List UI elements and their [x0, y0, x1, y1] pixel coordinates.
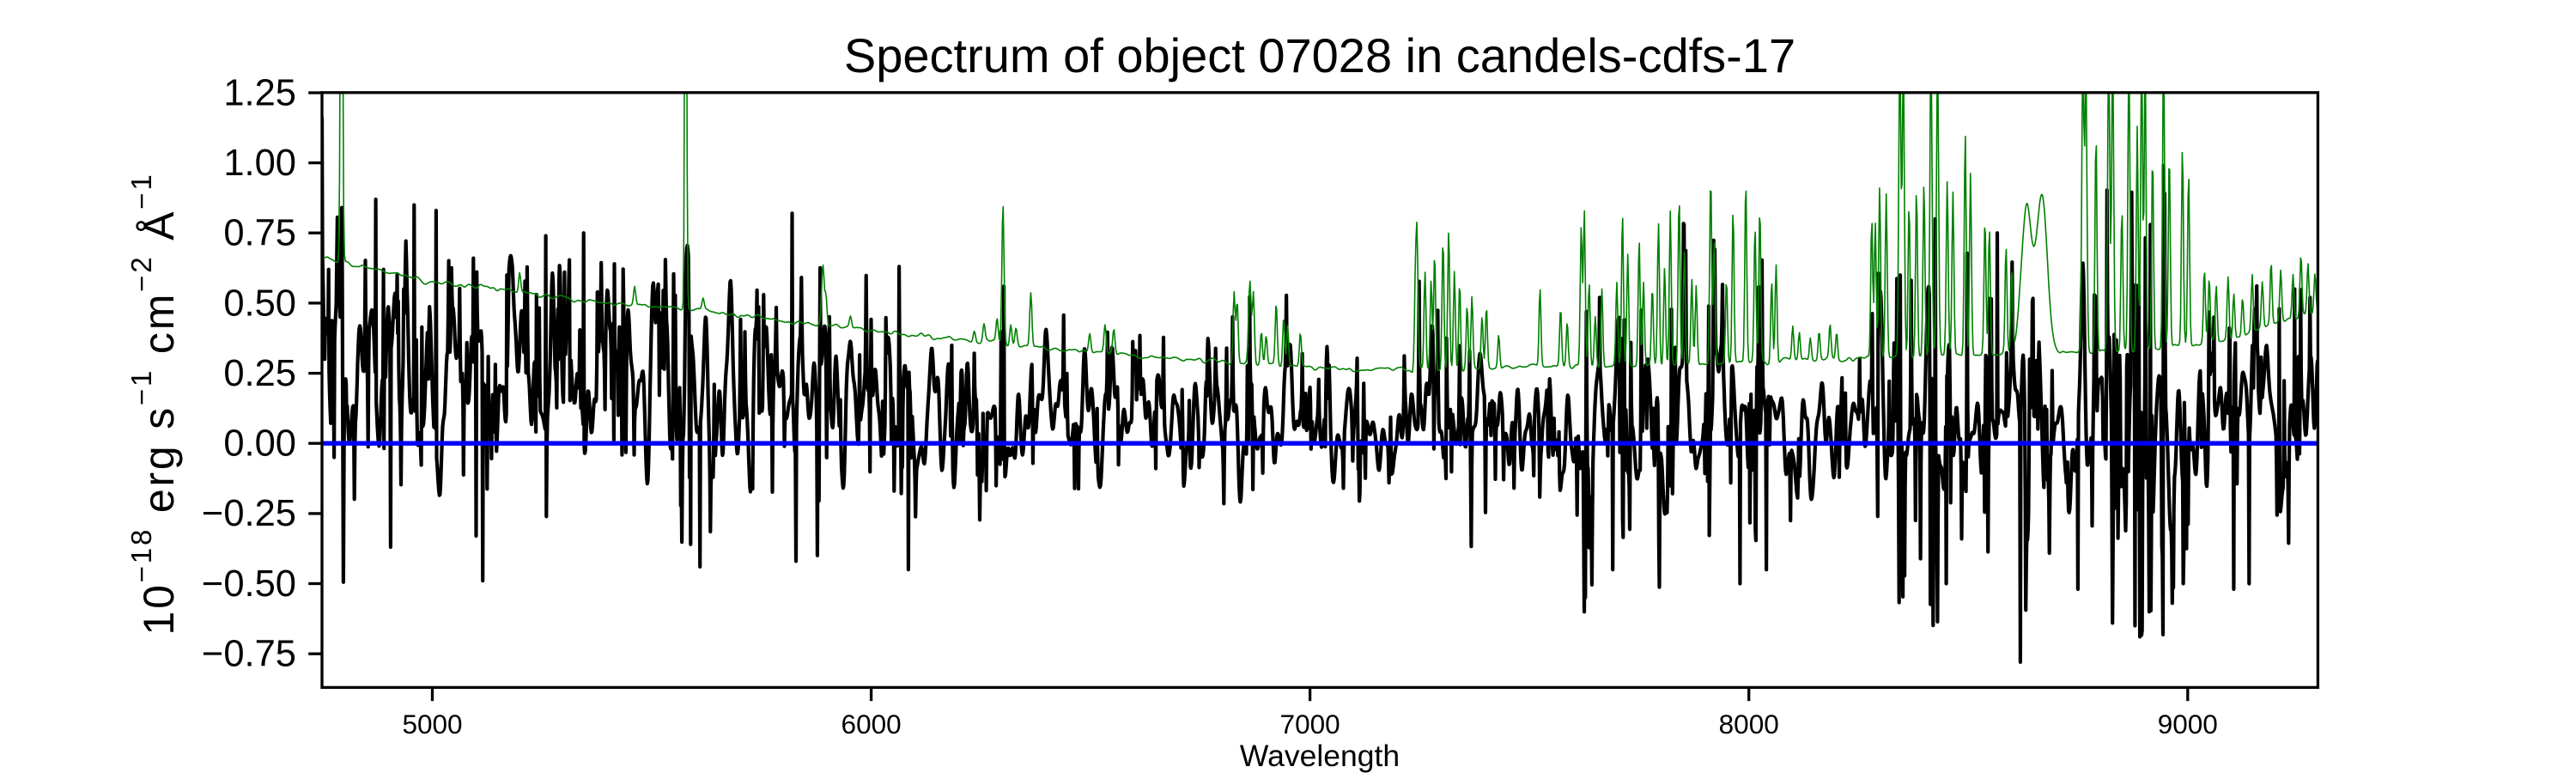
svg-text:−0.75: −0.75 — [202, 634, 296, 675]
svg-text:7000: 7000 — [1280, 709, 1340, 740]
svg-text:10−18 erg s−1 cm−2 Å−1: 10−18 erg s−1 cm−2 Å−1 — [125, 173, 183, 636]
svg-text:1.00: 1.00 — [223, 143, 296, 184]
svg-text:Spectrum of object 07028 in ca: Spectrum of object 07028 in candels-cdfs… — [844, 28, 1795, 82]
svg-text:0.75: 0.75 — [223, 213, 296, 254]
svg-text:8000: 8000 — [1719, 709, 1779, 740]
svg-text:5000: 5000 — [402, 709, 462, 740]
svg-text:0.00: 0.00 — [223, 423, 296, 465]
svg-text:−0.50: −0.50 — [202, 563, 296, 605]
svg-text:9000: 9000 — [2158, 709, 2218, 740]
svg-text:1.25: 1.25 — [223, 72, 296, 113]
svg-text:0.25: 0.25 — [223, 353, 296, 394]
svg-text:−0.25: −0.25 — [202, 493, 296, 534]
svg-text:Wavelength: Wavelength — [1240, 739, 1400, 773]
svg-text:0.50: 0.50 — [223, 283, 296, 324]
svg-text:6000: 6000 — [841, 709, 902, 740]
